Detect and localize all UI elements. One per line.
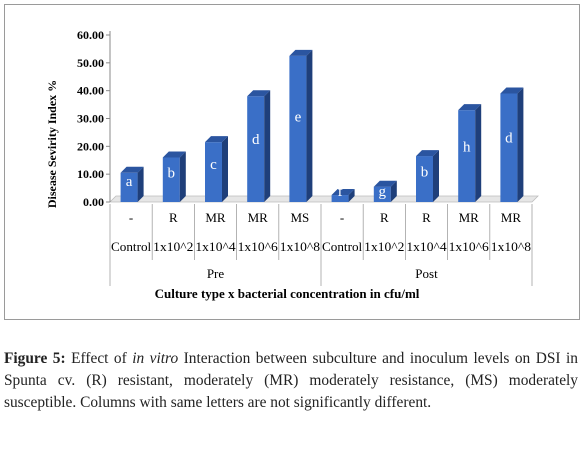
bar-letter-label: a [126,174,133,190]
y-axis-label: Disease Sevirity Index % [45,80,59,208]
bar-top [120,166,144,173]
bar-top [289,49,313,56]
y-tick-label: 30.00 [77,112,104,126]
culture-type-label: R [169,210,178,225]
bar-5: e [289,49,313,202]
bar-letter-label: h [463,139,471,155]
bar-side [433,150,439,202]
culture-type-label: - [340,210,344,225]
concentration-label: 1x10^6 [449,239,490,254]
concentration-label: 1x10^2 [153,239,193,254]
concentration-label: 1x10^8 [280,239,320,254]
bar-4: d [247,90,271,202]
bar-front [331,195,349,202]
bar-side [517,87,524,202]
bar-3: c [205,136,228,202]
caption-text-after: Interaction between subculture and inocu… [4,350,578,411]
culture-type-label: MR [205,210,226,225]
bar-top [416,150,439,157]
culture-type-label: MS [291,210,310,225]
bar-front [416,156,433,202]
bar-letter-label: b [421,165,429,181]
caption-label: Figure 5: [4,350,66,367]
group-label: Post [415,266,438,281]
bar-10: d [500,87,524,202]
bar-top [373,180,397,187]
caption-italic: in vitro [132,350,179,367]
bar-top [162,151,186,158]
bar-side [264,90,271,202]
y-tick-label: 40.00 [77,84,104,98]
bar-side [137,166,144,202]
bar-front [373,186,391,202]
bar-6: f [331,184,355,202]
bar-letter-label: g [379,184,387,200]
group-label: Pre [207,266,225,281]
bar-top [205,136,228,143]
bar-side [179,151,186,202]
culture-type-label: - [129,210,133,225]
bar-front [289,55,307,202]
bar-front [162,157,180,202]
bar-front [120,172,138,202]
bar-letter-label: d [252,132,260,148]
caption-text-before: Effect of [65,350,133,367]
x-axis-label: Culture type x bacterial concentration i… [155,286,420,301]
y-tick-label: 60.00 [77,28,104,42]
bar-top [458,104,482,111]
bar-letter-label: e [295,110,302,126]
y-tick-label: 20.00 [77,139,104,153]
bar-top [247,90,271,97]
culture-type-label: MR [459,210,480,225]
bar-front [458,110,476,202]
bar-front [205,142,222,202]
bar-letter-label: f [338,184,343,200]
x-category-labels: - Control R 1x10^2 MR 1x10^4 MR 1x10^6 MS 1x10^8 -… [109,204,533,286]
bar-side [306,49,313,202]
culture-type-label: R [380,210,389,225]
bar-side [348,189,355,202]
concentration-label: Control [111,239,152,254]
concentration-label: Control [322,239,363,254]
bar-side [222,136,228,202]
concentration-label: 1x10^4 [195,239,236,254]
culture-type-label: MR [248,210,269,225]
figure-frame: Disease Sevirity Index % Culture type x … [4,4,580,320]
bar-9: h [458,104,482,202]
bar-1: a [120,166,144,202]
bar-front [247,96,265,202]
concentration-label: 1x10^6 [238,239,279,254]
bar-side [390,180,397,202]
y-tick-label: 10.00 [77,167,104,181]
concentration-label: 1x10^2 [364,239,404,254]
bar-top [500,87,524,94]
figure-caption: Figure 5: Effect of in vitro Interaction… [4,348,578,414]
culture-type-label: R [422,210,431,225]
bar-8: b [416,150,439,202]
bar-letter-label: d [505,130,513,146]
culture-type-label: MR [501,210,522,225]
bars-layer: a b c d e f g b h d [120,49,524,202]
bar-top [331,189,355,196]
bar-side [475,104,482,202]
bar-front [500,93,518,202]
bar-7: g [373,180,397,202]
bar-2: b [162,151,186,202]
bar-letter-label: b [168,166,176,182]
bar-letter-label: c [210,157,217,173]
concentration-label: 1x10^8 [491,239,531,254]
concentration-label: 1x10^4 [406,239,447,254]
bar-chart: Disease Sevirity Index % Culture type x … [4,4,580,320]
y-tick-label: 50.00 [77,56,104,70]
y-tick-label: 0.00 [83,195,104,209]
